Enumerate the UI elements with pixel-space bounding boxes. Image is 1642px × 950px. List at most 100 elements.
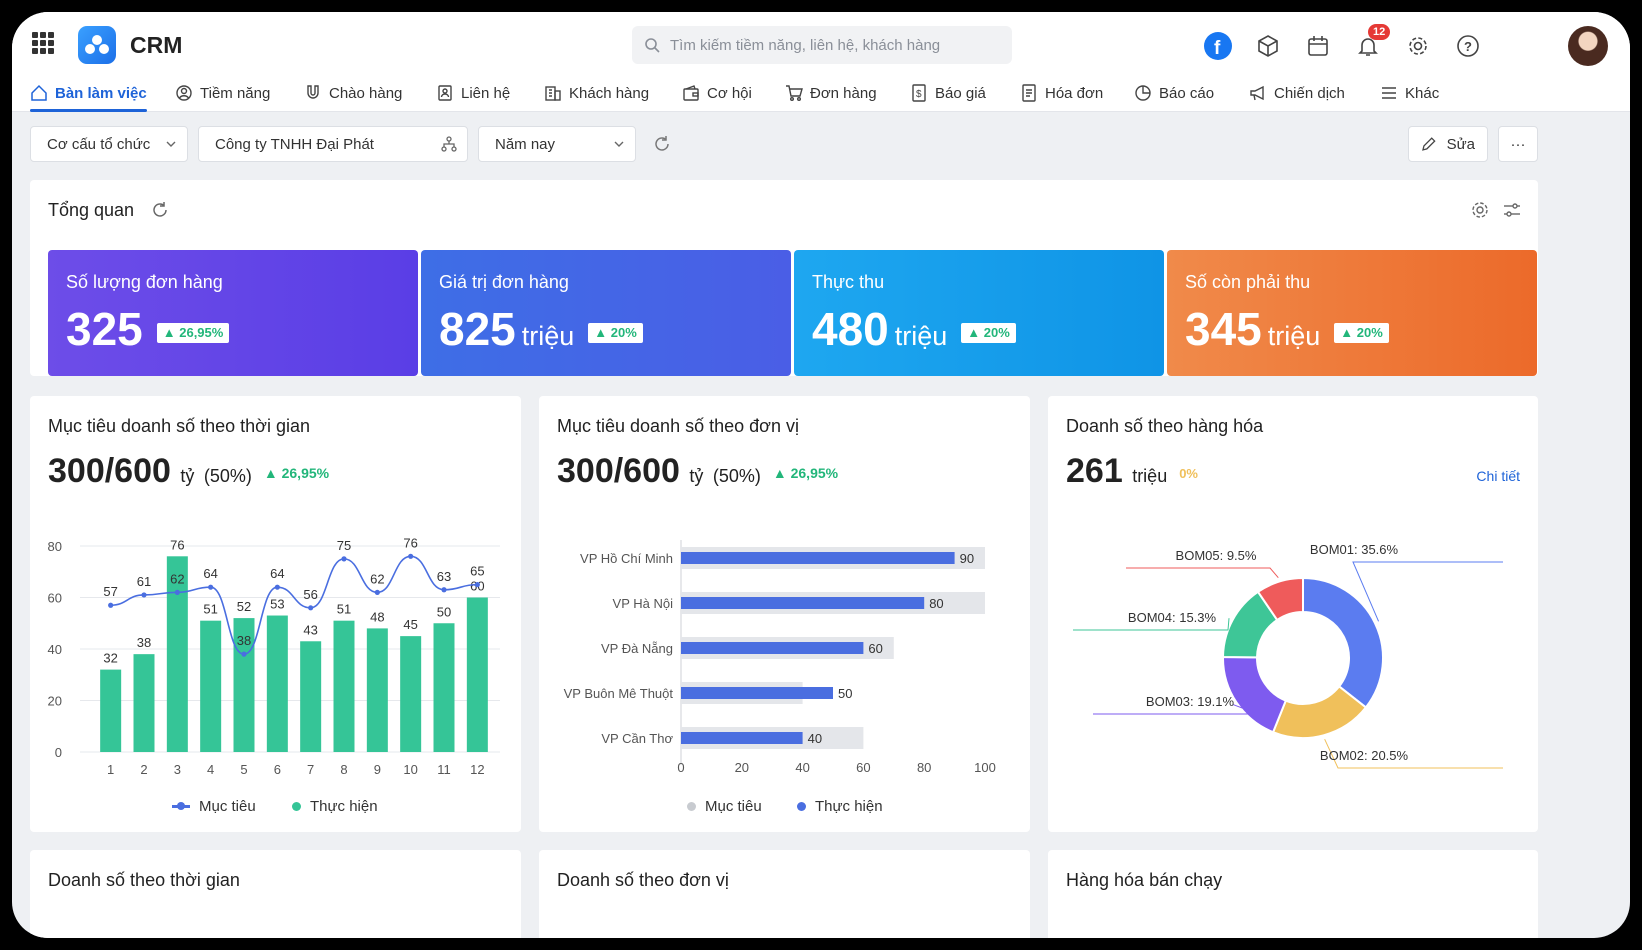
kpi-order-count-card[interactable]: Số lượng đơn hàng 325 ▲ 26,95% xyxy=(48,250,418,376)
kpi-value: 825 xyxy=(439,303,516,355)
cube-icon[interactable] xyxy=(1252,30,1284,62)
nav-label: Bàn làm việc xyxy=(55,84,147,102)
nav-item-khach-hang[interactable]: Khách hàng xyxy=(544,74,649,112)
edit-button[interactable]: Sửa xyxy=(1408,126,1488,162)
card-title: Doanh số theo đơn vị xyxy=(557,870,729,890)
product-sales-donut-chart: BOM01: 35.6% BOM02: 20.5% BOM03: 19.1% BOM0… xyxy=(1073,542,1503,769)
slice-label: BOM01: 35.6% xyxy=(1310,542,1399,557)
bar-actual xyxy=(400,636,422,752)
x-tick-label: 12 xyxy=(470,762,484,777)
period-select[interactable]: Năm nay xyxy=(478,126,636,162)
bar-value-label: 40 xyxy=(808,731,822,746)
svg-text:f: f xyxy=(1214,38,1221,59)
target-value-label: 64 xyxy=(203,566,217,581)
app-title: CRM xyxy=(130,32,183,58)
target-point xyxy=(208,584,214,590)
kpi-label: Thực thu xyxy=(812,272,885,292)
nav-label: Báo cáo xyxy=(1159,84,1215,102)
kpi-unit: triệu xyxy=(1267,321,1321,351)
nav-item-ban-lam-viec[interactable]: Bàn làm việc xyxy=(30,74,147,112)
target-value-label: 56 xyxy=(303,587,317,602)
apps-grid-icon[interactable] xyxy=(32,32,54,54)
unit-target-chart: 90 VP Hồ Chí Minh 80 VP Hà Nội 60 VP Đà Nẵng 5… xyxy=(564,540,996,775)
nav-item-bao-cao[interactable]: Báo cáo xyxy=(1134,74,1214,112)
kpi-order-value-card[interactable]: Giá trị đơn hàng 825 triệu ▲ 20% xyxy=(421,250,791,376)
kpi-label: Số còn phải thu xyxy=(1185,272,1311,292)
target-point xyxy=(341,556,347,562)
legend-target: Mục tiêu xyxy=(687,798,762,815)
target-icon xyxy=(176,85,192,101)
category-label: VP Hồ Chí Minh xyxy=(580,551,673,566)
target-point xyxy=(308,605,314,611)
avatar[interactable] xyxy=(1568,26,1608,66)
search-placeholder: Tìm kiếm tiềm năng, liên hệ, khách hàng xyxy=(670,36,941,54)
y-tick-label: 60 xyxy=(48,591,62,606)
slice-label: BOM03: 19.1% xyxy=(1146,694,1235,709)
kpi-value: 325 xyxy=(66,303,143,355)
bar-value-label: 60 xyxy=(868,641,882,656)
kpi-collected-card[interactable]: Thực thu 480 triệu ▲ 20% xyxy=(794,250,1164,376)
org-tree-icon xyxy=(441,136,457,152)
kpi-receivable-card[interactable]: Số còn phải thu 345 triệu ▲ 20% xyxy=(1167,250,1537,376)
help-icon[interactable]: ? xyxy=(1452,30,1484,62)
card-title: Doanh số theo thời gian xyxy=(48,870,240,890)
facebook-icon[interactable]: f xyxy=(1202,30,1234,62)
nav-item-chien-dich[interactable]: Chiến dịch xyxy=(1249,74,1345,112)
unit-target-summary: 300/600 tỷ (50%) ▲ 26,95% xyxy=(557,452,839,490)
bar-actual xyxy=(681,732,803,744)
nav-label: Tiềm năng xyxy=(200,84,271,102)
kpi-label: Số lượng đơn hàng xyxy=(66,272,223,292)
time-target-chart: 0 20 40 60 80 32 1 38 2 76 3 51 4 52 5 53 6 43 7 51 8 48 9 45 10… xyxy=(48,535,500,777)
target-value-label: 62 xyxy=(170,571,184,586)
svg-text:?: ? xyxy=(1464,39,1472,54)
kpi-change-badge: ▲ 26,95% xyxy=(156,322,230,343)
calendar-icon[interactable] xyxy=(1302,30,1334,62)
chevron-down-icon xyxy=(166,141,176,147)
nav-item-lien-he[interactable]: Liên hệ xyxy=(436,74,510,112)
bar-value-label: 48 xyxy=(370,609,384,624)
sliders-icon[interactable] xyxy=(1502,200,1522,225)
gear-icon[interactable] xyxy=(1470,200,1490,225)
unit-target-card: Mục tiêu doanh số theo đơn vị 300/600 tỷ… xyxy=(539,396,1030,832)
bar-actual xyxy=(681,597,925,609)
nav-item-co-hoi[interactable]: Cơ hội xyxy=(682,74,752,112)
quote-icon: $ xyxy=(912,84,926,102)
bell-icon[interactable]: 12 xyxy=(1352,24,1391,62)
svg-text:$: $ xyxy=(916,89,922,100)
bar-actual xyxy=(333,620,355,752)
detail-link[interactable]: Chi tiết xyxy=(1476,468,1520,484)
search-input[interactable]: Tìm kiếm tiềm năng, liên hệ, khách hàng xyxy=(632,26,1012,64)
refresh-icon[interactable] xyxy=(150,200,170,225)
nav-item-hoa-don[interactable]: Hóa đơn xyxy=(1020,74,1103,112)
leader-line xyxy=(1073,618,1230,631)
target-point xyxy=(408,553,414,559)
x-tick-label: 0 xyxy=(677,760,684,775)
x-tick-label: 100 xyxy=(974,760,996,775)
target-point xyxy=(474,582,480,588)
legend-target: Mục tiêu xyxy=(172,798,256,815)
nav-label: Khách hàng xyxy=(569,84,650,102)
crm-logo-icon xyxy=(78,26,116,64)
bar-value-label: 50 xyxy=(437,604,451,619)
nav-label: Cơ hội xyxy=(707,84,752,102)
nav-item-bao-gia[interactable]: $ Báo giá xyxy=(910,74,986,112)
sales-by-unit-card: Doanh số theo đơn vị xyxy=(539,850,1030,938)
menu-icon xyxy=(1382,87,1396,99)
app-window: CRM Tìm kiếm tiềm năng, liên hệ, khách h… xyxy=(12,12,1630,938)
y-tick-label: 0 xyxy=(55,745,62,760)
y-tick-label: 80 xyxy=(48,539,62,554)
org-structure-select[interactable]: Cơ cấu tổ chức xyxy=(30,126,188,162)
building-icon xyxy=(545,86,561,101)
more-button[interactable]: ··· xyxy=(1498,126,1538,162)
refresh-icon[interactable] xyxy=(652,134,672,159)
nav-item-chao-hang[interactable]: Chào hàng xyxy=(304,74,402,112)
nav-item-tiem-nang[interactable]: Tiềm năng xyxy=(175,74,270,112)
company-select[interactable]: Công ty TNHH Đại Phát xyxy=(198,126,468,162)
nav-item-don-hang[interactable]: Đơn hàng xyxy=(785,74,877,112)
bar-actual xyxy=(366,628,388,752)
bar-actual xyxy=(133,654,155,752)
product-sales-card: Doanh số theo hàng hóa 261 triệu 0% Chi t… xyxy=(1048,396,1538,832)
nav-item-khac[interactable]: Khác xyxy=(1380,74,1439,112)
gear-icon[interactable] xyxy=(1402,30,1434,62)
target-point xyxy=(441,587,447,593)
